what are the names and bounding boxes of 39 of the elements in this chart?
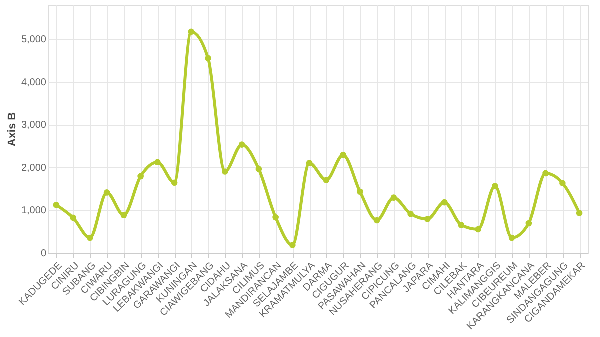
point: [154, 159, 161, 166]
y-tick-label: 4,000: [21, 77, 47, 88]
point: [104, 190, 110, 196]
point: [188, 28, 195, 36]
point: [475, 226, 482, 233]
point: [238, 142, 246, 148]
y-tick-label: 2,000: [21, 162, 47, 174]
point: [222, 168, 228, 175]
point: [560, 180, 566, 186]
point: [424, 216, 431, 222]
point: [458, 222, 465, 228]
point: [205, 55, 212, 62]
point: [120, 212, 128, 219]
y-tick-label: 5,000: [21, 34, 47, 46]
point: [256, 166, 262, 172]
point: [526, 220, 532, 227]
point: [542, 170, 549, 177]
point: [87, 234, 94, 242]
point: [374, 217, 380, 224]
point: [272, 214, 279, 221]
y-tick-label: 3,000: [21, 120, 47, 132]
point: [290, 242, 296, 248]
point: [492, 183, 498, 190]
point: [306, 160, 313, 166]
y-tick-label: 0: [40, 248, 47, 260]
y-axis-title: Axis B: [6, 112, 18, 147]
point: [408, 210, 414, 218]
point: [323, 177, 330, 184]
point: [70, 214, 76, 222]
y-tick-label: 1,000: [21, 206, 47, 217]
point: [390, 194, 398, 201]
point: [508, 234, 516, 242]
point: [357, 188, 364, 196]
point: [576, 210, 583, 216]
point: [138, 173, 144, 180]
point: [171, 180, 178, 186]
point: [441, 199, 448, 206]
point: [53, 202, 60, 208]
point: [340, 152, 346, 158]
